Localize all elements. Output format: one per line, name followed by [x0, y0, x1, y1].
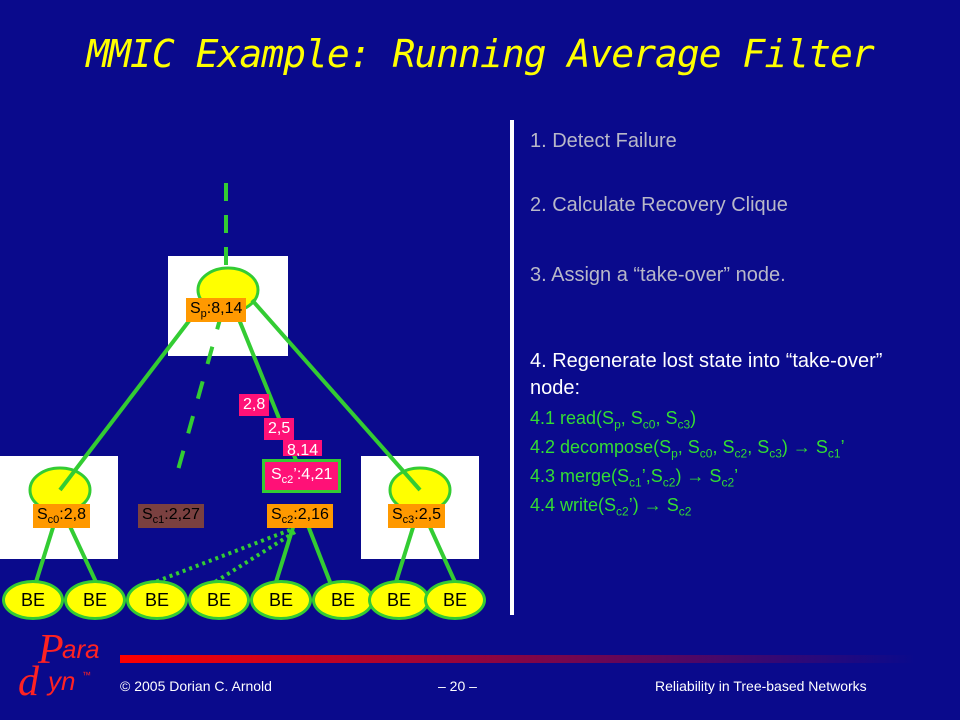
root-label: Sp:8,14 [186, 298, 247, 323]
message-3: 8,14 [283, 440, 323, 456]
message-2: 2,5 [264, 418, 295, 440]
be-node: BE [188, 580, 250, 620]
be-node: BE [424, 580, 486, 620]
takeover-label: Sc2’:4,21 [262, 459, 342, 494]
dotted-edge-2 [213, 530, 297, 584]
c2-label: Sc2:2,16 [267, 504, 333, 529]
step-3: 3. Assign a “take-over” node. [530, 264, 786, 286]
tree-diagram [0, 183, 479, 584]
edge-root-c1-failed [176, 311, 224, 471]
be-node: BE [250, 580, 312, 620]
be-node: BE [2, 580, 64, 620]
be-node: BE [312, 580, 374, 620]
paradyn-logo: P ara d yn ™ [18, 627, 100, 705]
c1-label: Sc1:2,27 [138, 504, 204, 529]
message-1: 2,8 [239, 394, 270, 416]
slide-title: MMIC Example: Running Average Filter [86, 32, 875, 76]
substep-4-1: 4.1 read(Sp, Sc0, Sc3) [530, 408, 697, 432]
step-2: 2. Calculate Recovery Clique [530, 194, 788, 216]
c3-label: Sc3:2,5 [388, 504, 445, 529]
footer-bar [120, 655, 915, 663]
be-node: BE [126, 580, 188, 620]
be-node: BE [64, 580, 126, 620]
footer-copyright: © 2005 Dorian C. Arnold [120, 678, 272, 694]
edge-root-c3 [250, 298, 422, 492]
substep-4-4: 4.4 write(Sc2’) → Sc2 [530, 495, 692, 519]
step-4: 4. Regenerate lost state into “take-over… [530, 350, 883, 399]
edge-root-c0 [58, 298, 207, 492]
substep-4-3: 4.3 merge(Sc1’,Sc2) → Sc2’ [530, 466, 739, 490]
substep-4-2: 4.2 decompose(Sp, Sc0, Sc2, Sc3) → Sc1’ [530, 437, 845, 461]
be-node: BE [368, 580, 430, 620]
c0-label: Sc0:2,8 [33, 504, 90, 529]
dotted-edge-1 [154, 528, 291, 584]
vertical-divider [510, 120, 514, 615]
footer-page-number: – 20 – [438, 678, 477, 694]
footer-topic: Reliability in Tree-based Networks [655, 678, 867, 694]
step-1: 1. Detect Failure [530, 130, 677, 152]
